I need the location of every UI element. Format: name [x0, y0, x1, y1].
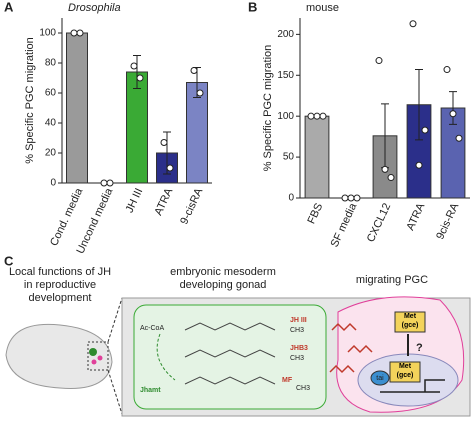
jh-signal [329, 364, 355, 374]
data-point [375, 57, 383, 65]
error-bar [133, 55, 141, 89]
met-label-box: Met (gce) [401, 313, 419, 329]
met-box [394, 311, 426, 333]
zoom-line [107, 297, 123, 343]
data-point [387, 174, 395, 182]
data-point [100, 179, 108, 187]
tai-label: tai [376, 375, 384, 382]
methyl: CH3 [290, 355, 304, 362]
acetyl-coa: Ac-CoA [140, 325, 164, 332]
data-point [160, 139, 168, 146]
data-point [313, 112, 321, 120]
x-tick-label: SF media [329, 201, 360, 250]
pgc [91, 359, 97, 365]
data-point [381, 165, 389, 173]
data-point [76, 29, 84, 37]
y-tick-label: 40 [45, 118, 57, 129]
data-point [455, 134, 463, 142]
zoom-box [87, 341, 109, 371]
y-tick-label: 0 [50, 178, 56, 189]
data-point [347, 194, 355, 202]
y-tick-label: 80 [45, 58, 57, 69]
bar [304, 115, 330, 199]
x-tick-label: 9-cisRA [178, 186, 205, 227]
y-axis-label: % Specific PGC migration [24, 37, 36, 164]
data-point [70, 29, 78, 37]
met-label: Met (gce) [401, 313, 419, 329]
methyl: CH3 [290, 327, 304, 334]
data-point [341, 194, 349, 202]
x-tick-label: JH III [124, 186, 146, 214]
met-box [389, 361, 421, 383]
x-tick-label: FBS [305, 201, 325, 225]
met-label: Met (gce) [396, 363, 414, 379]
gene [380, 379, 445, 393]
jh-signal [331, 322, 357, 332]
tai-shape [370, 370, 390, 386]
data-point [136, 74, 144, 82]
y-tick-label: 150 [277, 70, 294, 81]
bar [66, 32, 88, 184]
y-tick-label: 100 [277, 111, 294, 122]
y-tick-label: 100 [39, 28, 56, 39]
middle-title: embryonic mesoderm developing gonad [170, 266, 276, 291]
molecule [184, 349, 276, 358]
data-point [307, 112, 315, 120]
jh3-label: JH III [290, 317, 307, 324]
panel-label: C [4, 253, 14, 268]
y-tick-label: 0 [288, 193, 294, 204]
data-point [166, 164, 174, 172]
data-point [415, 161, 423, 169]
y-tick-label: 50 [283, 152, 295, 163]
data-point [353, 194, 361, 202]
left-title: Local functions of JH in reproductive de… [8, 266, 112, 304]
chart-title: mouse [306, 2, 339, 14]
error-bar [449, 91, 457, 125]
molecule [184, 376, 276, 385]
y-tick-label: 20 [45, 148, 57, 159]
pathway-arrow [156, 333, 176, 381]
molecule [184, 322, 276, 331]
y-tick-label: 200 [277, 29, 294, 40]
left-title-box: Local functions of JH in reproductive de… [8, 266, 112, 304]
gonad [89, 348, 97, 356]
panel-label: B [248, 0, 257, 14]
data-point [319, 112, 327, 120]
jhb3-label: JHB3 [290, 345, 308, 352]
y-axis-label: % Specific PGC migration [262, 45, 274, 172]
data-point [421, 126, 429, 134]
jh-signal [347, 344, 373, 354]
x-tick-label: CXCL12 [365, 201, 393, 244]
x-tick-label: 9cis-RA [434, 201, 461, 242]
data-point [443, 66, 451, 74]
data-point [409, 20, 417, 28]
y-tick-label: 60 [45, 88, 57, 99]
data-point [196, 89, 204, 97]
error-bar [415, 69, 423, 141]
zoom-line [107, 369, 123, 415]
right-title: migrating PGC [356, 274, 428, 286]
data-point [106, 179, 114, 187]
pgc [97, 355, 103, 361]
embryo [5, 323, 113, 389]
chart-title: Drosophila [68, 2, 121, 14]
data-point [449, 110, 457, 118]
x-tick-label: ATRA [152, 186, 175, 218]
met-label-box: Met (gce) [396, 363, 414, 379]
panel-label: A [4, 0, 14, 14]
mesoderm-cell [133, 304, 327, 410]
methyl: CH3 [296, 385, 310, 392]
x-tick-label: ATRA [404, 201, 427, 233]
question: ? [416, 342, 423, 354]
enzyme: Jhamt [140, 387, 161, 394]
data-point [190, 67, 198, 74]
mf-label: MF [282, 377, 293, 384]
data-point [130, 62, 138, 70]
middle-title-box: embryonic mesoderm developing gonad [170, 266, 276, 291]
